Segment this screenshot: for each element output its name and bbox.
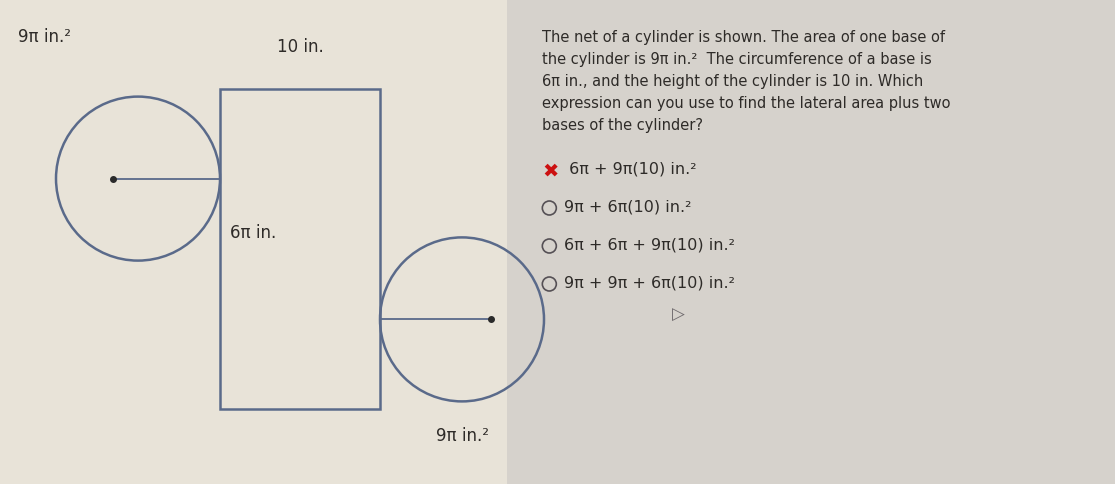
Bar <box>0 0 507 484</box>
Text: 6π in., and the height of the cylinder is 10 in. Which: 6π in., and the height of the cylinder i… <box>542 74 923 89</box>
Text: 9π in.²: 9π in.² <box>436 427 488 445</box>
Text: bases of the cylinder?: bases of the cylinder? <box>542 118 704 133</box>
Bar <box>220 89 380 409</box>
Text: The net of a cylinder is shown. The area of one base of: The net of a cylinder is shown. The area… <box>542 30 946 45</box>
Text: ▷: ▷ <box>672 306 685 324</box>
Text: 6π in.: 6π in. <box>230 224 277 242</box>
Text: the cylinder is 9π in.²  The circumference of a base is: the cylinder is 9π in.² The circumferenc… <box>542 52 932 67</box>
Text: 6π + 9π(10) in.²: 6π + 9π(10) in.² <box>564 162 697 177</box>
Text: expression can you use to find the lateral area plus two: expression can you use to find the later… <box>542 96 951 111</box>
Text: 9π + 6π(10) in.²: 9π + 6π(10) in.² <box>564 200 691 215</box>
Bar <box>507 0 1115 484</box>
Text: 9π + 9π + 6π(10) in.²: 9π + 9π + 6π(10) in.² <box>564 276 735 291</box>
Text: 9π in.²: 9π in.² <box>18 28 71 46</box>
Text: ✖: ✖ <box>542 162 559 181</box>
Text: 10 in.: 10 in. <box>277 38 323 56</box>
Text: 6π + 6π + 9π(10) in.²: 6π + 6π + 9π(10) in.² <box>564 238 735 253</box>
